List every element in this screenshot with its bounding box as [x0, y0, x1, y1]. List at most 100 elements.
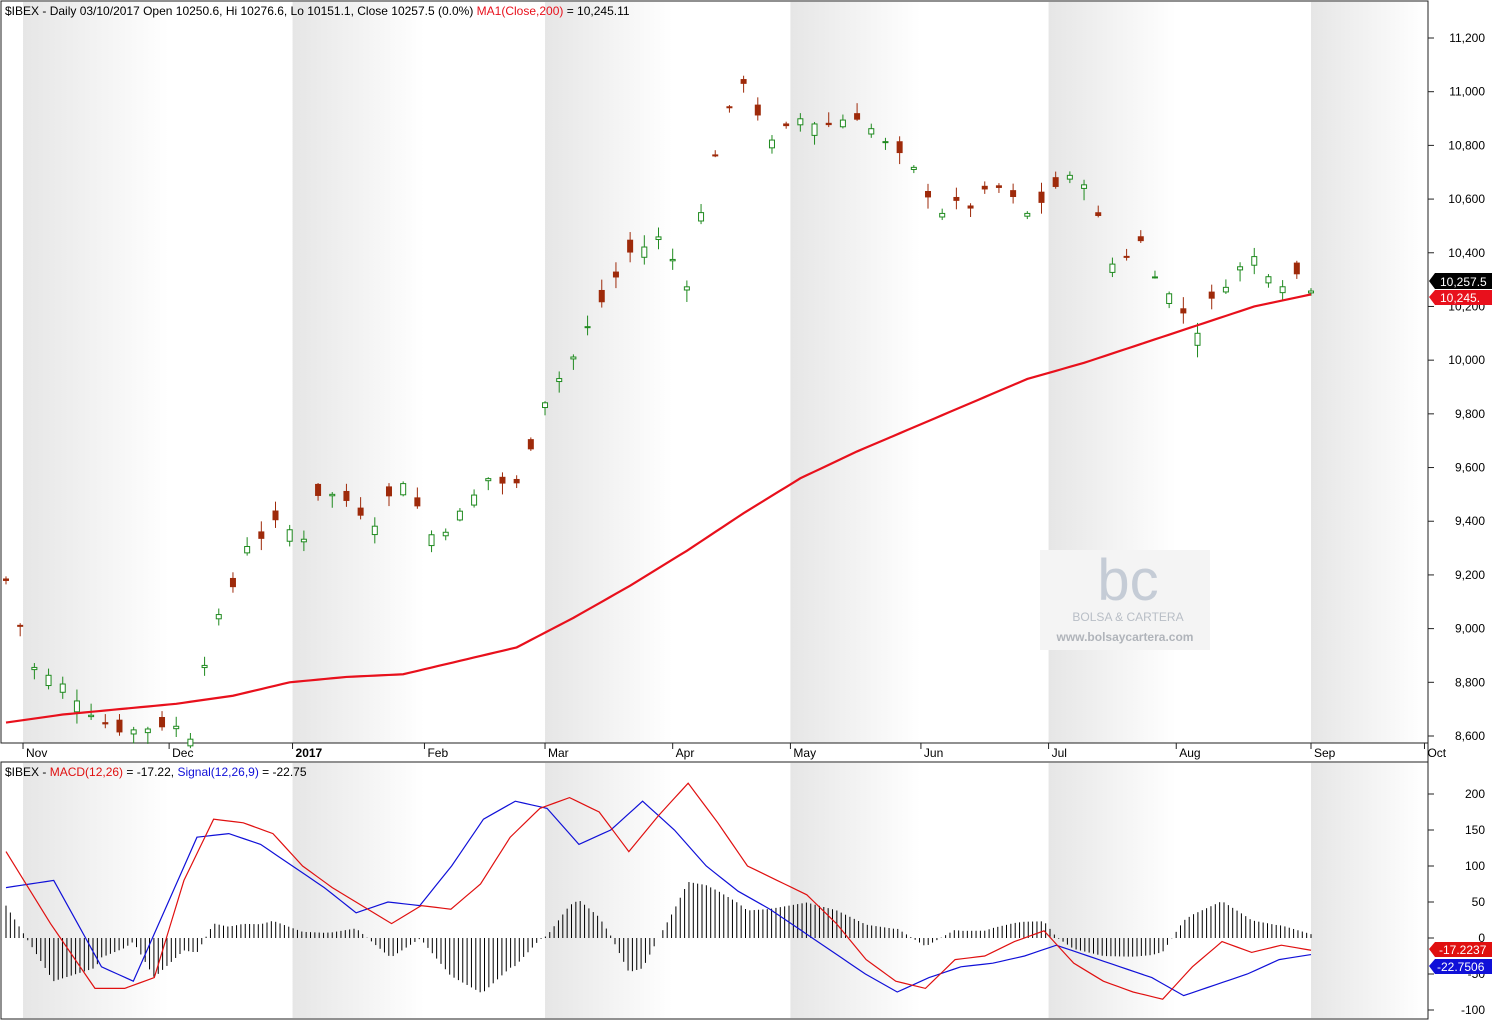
macd-value-tag-text: -17.2237 — [1439, 943, 1487, 957]
x-tick-label: Oct — [1427, 746, 1446, 760]
candle-body — [655, 236, 662, 241]
candle-body — [286, 529, 293, 542]
candle-body — [343, 490, 350, 501]
candle-body — [258, 531, 265, 539]
x-tick-label: Dec — [172, 746, 193, 760]
candle-body — [726, 106, 733, 109]
candle-body — [910, 166, 917, 170]
y-tick-label: 9,000 — [1455, 622, 1485, 636]
header-ma-value: = 10,245.11 — [563, 4, 629, 18]
candle-body — [570, 356, 577, 360]
candle-body — [1038, 191, 1045, 203]
macd-y-tick-label: 0 — [1478, 931, 1485, 945]
candle-body — [1293, 262, 1300, 275]
candle-body — [783, 123, 790, 127]
price-y-axis: 8,600 8,800 9,000 9,200 9,400 9,600 9,800 10,00… — [1428, 31, 1485, 743]
candle-body — [1151, 276, 1158, 279]
ma-price-tag: 10,245. — [1429, 290, 1492, 305]
candle-body — [839, 119, 846, 128]
candle-body — [939, 212, 946, 218]
month-band — [292, 2, 425, 743]
candle-body — [456, 510, 463, 521]
month-band-macd — [23, 763, 170, 1018]
candle-body — [471, 494, 478, 506]
candle-body — [1123, 255, 1130, 258]
header-symbol: $IBEX — [5, 4, 39, 18]
month-band-macd — [1311, 763, 1425, 1018]
candle-body — [698, 212, 705, 222]
y-tick-label: 9,600 — [1455, 461, 1485, 475]
month-band — [23, 2, 170, 743]
candle-body — [201, 664, 208, 669]
candle-body — [116, 719, 123, 733]
price-header: $IBEX - Daily 03/10/2017 Open 10250.6, H… — [5, 4, 630, 18]
candle-body — [1010, 190, 1017, 198]
candle-body — [102, 722, 109, 725]
candle-body — [868, 128, 875, 135]
candle-body — [768, 139, 775, 149]
candle-body — [1251, 256, 1258, 266]
candle-body — [925, 191, 932, 198]
month-band — [790, 2, 921, 743]
macd-panel-frame — [0, 761, 1429, 1020]
header-ma-label: MA1(Close,200) — [477, 4, 564, 18]
candle-body — [173, 725, 180, 730]
candle-body — [3, 578, 9, 581]
candle-body — [357, 507, 364, 516]
candle-body — [17, 624, 24, 627]
x-tick-label: Apr — [676, 746, 695, 760]
candle-body — [300, 538, 307, 543]
candle-body — [1066, 174, 1073, 180]
watermark-logo: bc — [1097, 548, 1158, 613]
candle-body — [315, 483, 322, 496]
candle-body — [854, 113, 861, 120]
macd-y-tick-label: -100 — [1461, 1003, 1485, 1017]
close-price-tag: 10,257.5 — [1429, 273, 1492, 289]
macd-header-value: = -17.22, — [123, 765, 177, 779]
candle-body — [442, 531, 449, 537]
macd-value-tag: -17.2237 — [1429, 942, 1492, 957]
macd-y-tick-label: 50 — [1472, 895, 1486, 909]
candle-body — [584, 326, 591, 329]
macd-line — [5, 782, 1312, 1000]
y-tick-label: 9,200 — [1455, 568, 1485, 582]
macd-header-symbol: $IBEX — [5, 765, 39, 779]
x-tick-label: Mar — [548, 746, 569, 760]
ma-price-tag-text: 10,245. — [1440, 291, 1480, 305]
macd-header-sep: - — [39, 765, 50, 779]
candle-body — [187, 738, 194, 747]
macd-y-tick-label: 150 — [1465, 823, 1485, 837]
month-band-macd — [545, 763, 673, 1018]
candle-body — [73, 700, 80, 713]
macd-header: $IBEX - MACD(12,26) = -17.22, Signal(12,… — [5, 765, 307, 779]
candle-body — [981, 185, 988, 190]
candle-body — [1222, 286, 1229, 293]
watermark-name: BOLSA & CARTERA — [1072, 610, 1183, 624]
candle-body — [499, 476, 506, 484]
month-band-macd — [1048, 763, 1177, 1018]
candle-body — [882, 141, 889, 144]
candle-body — [683, 286, 690, 291]
x-axis: Nov Dec 2017 Feb Mar Apr May Jun Jul Aug Sep Oct — [22, 743, 1447, 760]
signal-header-value: = -22.75 — [259, 765, 307, 779]
x-tick-label: Aug — [1179, 746, 1200, 760]
candle-body — [215, 614, 222, 620]
y-tick-label: 11,000 — [1449, 85, 1485, 99]
candle-body — [272, 510, 279, 521]
x-tick-label: May — [793, 746, 816, 760]
candle-body — [1180, 308, 1187, 314]
price-panel-frame — [0, 0, 1429, 744]
candle-body — [428, 534, 435, 547]
macd-y-axis: -100-50050100150200 — [1428, 787, 1485, 1017]
x-tick-label: Nov — [26, 746, 47, 760]
month-band-macd — [292, 763, 425, 1018]
macd-header-label: MACD(12,26) — [50, 765, 123, 779]
y-tick-label: 10,600 — [1448, 192, 1485, 206]
candle-body — [995, 185, 1002, 188]
candle-body — [329, 493, 336, 497]
watermark: bc BOLSA & CARTERA www.bolsaycartera.com — [1040, 548, 1210, 650]
y-tick-label: 10,800 — [1448, 138, 1485, 152]
candle-body — [811, 123, 818, 136]
